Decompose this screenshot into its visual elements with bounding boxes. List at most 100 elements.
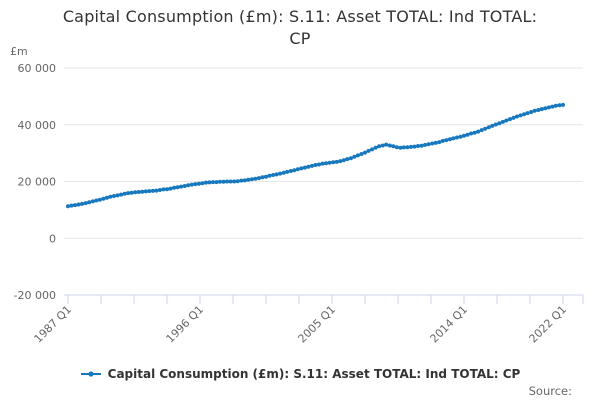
data-point-marker[interactable] xyxy=(370,147,375,152)
data-point-marker[interactable] xyxy=(143,189,148,194)
data-point-marker[interactable] xyxy=(355,153,360,158)
data-point-marker[interactable] xyxy=(83,201,88,206)
data-point-marker[interactable] xyxy=(458,134,463,139)
data-point-marker[interactable] xyxy=(553,103,558,108)
data-point-marker[interactable] xyxy=(292,168,297,173)
data-point-marker[interactable] xyxy=(228,179,233,184)
data-point-marker[interactable] xyxy=(440,138,445,143)
data-point-marker[interactable] xyxy=(73,203,78,208)
data-point-marker[interactable] xyxy=(462,133,466,138)
data-point-marker[interactable] xyxy=(278,171,283,176)
data-point-marker[interactable] xyxy=(196,181,201,186)
data-point-marker[interactable] xyxy=(532,108,537,113)
data-point-marker[interactable] xyxy=(561,102,565,107)
data-point-marker[interactable] xyxy=(394,145,399,150)
data-point-marker[interactable] xyxy=(175,185,180,190)
data-point-marker[interactable] xyxy=(437,140,442,145)
data-point-marker[interactable] xyxy=(472,130,477,135)
data-point-marker[interactable] xyxy=(419,143,424,148)
data-point-marker[interactable] xyxy=(119,192,123,197)
data-point-marker[interactable] xyxy=(401,145,406,150)
data-point-marker[interactable] xyxy=(313,163,318,167)
data-point-marker[interactable] xyxy=(493,122,498,127)
data-point-marker[interactable] xyxy=(154,188,159,193)
data-point-marker[interactable] xyxy=(405,145,410,150)
data-point-marker[interactable] xyxy=(186,183,191,188)
data-point-marker[interactable] xyxy=(416,144,420,148)
data-point-marker[interactable] xyxy=(331,160,336,165)
data-point-marker[interactable] xyxy=(490,123,495,128)
data-point-marker[interactable] xyxy=(447,137,452,142)
data-point-marker[interactable] xyxy=(122,191,127,196)
data-point-marker[interactable] xyxy=(476,129,481,134)
data-point-marker[interactable] xyxy=(94,198,99,203)
data-point-marker[interactable] xyxy=(69,203,74,208)
data-point-marker[interactable] xyxy=(483,126,488,131)
data-point-marker[interactable] xyxy=(515,114,519,119)
data-point-marker[interactable] xyxy=(412,144,417,149)
data-point-marker[interactable] xyxy=(299,166,304,171)
data-point-marker[interactable] xyxy=(497,121,502,126)
data-point-marker[interactable] xyxy=(108,194,113,199)
data-point-marker[interactable] xyxy=(200,181,205,186)
data-point-marker[interactable] xyxy=(246,177,251,182)
legend-item[interactable]: Capital Consumption (£m): S.11: Asset TO… xyxy=(0,367,600,381)
data-point-marker[interactable] xyxy=(218,179,222,184)
data-point-marker[interactable] xyxy=(444,138,449,143)
data-point-marker[interactable] xyxy=(165,187,169,192)
data-point-marker[interactable] xyxy=(465,132,470,137)
data-point-marker[interactable] xyxy=(469,131,474,136)
data-point-marker[interactable] xyxy=(345,157,350,162)
data-point-marker[interactable] xyxy=(317,162,321,167)
data-point-marker[interactable] xyxy=(182,184,187,188)
data-point-marker[interactable] xyxy=(409,144,413,149)
data-point-marker[interactable] xyxy=(522,112,527,117)
data-point-marker[interactable] xyxy=(366,148,371,153)
data-point-marker[interactable] xyxy=(161,187,166,192)
data-point-marker[interactable] xyxy=(140,189,145,194)
data-point-marker[interactable] xyxy=(479,128,484,133)
data-point-marker[interactable] xyxy=(264,174,268,179)
data-point-marker[interactable] xyxy=(112,194,116,198)
data-point-marker[interactable] xyxy=(525,111,530,116)
data-point-marker[interactable] xyxy=(504,118,509,123)
data-point-marker[interactable] xyxy=(320,161,325,166)
data-point-marker[interactable] xyxy=(327,160,332,165)
data-point-marker[interactable] xyxy=(543,106,548,111)
data-point-marker[interactable] xyxy=(115,193,120,198)
data-point-marker[interactable] xyxy=(324,161,329,166)
data-point-marker[interactable] xyxy=(536,108,541,112)
data-point-marker[interactable] xyxy=(90,199,95,204)
data-point-marker[interactable] xyxy=(557,103,562,108)
data-point-marker[interactable] xyxy=(267,173,272,178)
data-point-marker[interactable] xyxy=(426,142,431,147)
data-point-marker[interactable] xyxy=(76,202,81,207)
data-point-marker[interactable] xyxy=(529,110,534,114)
data-point-marker[interactable] xyxy=(546,105,551,110)
data-point-marker[interactable] xyxy=(398,145,403,150)
data-point-marker[interactable] xyxy=(363,150,367,155)
data-point-marker[interactable] xyxy=(352,154,357,159)
data-point-marker[interactable] xyxy=(550,104,555,109)
data-point-marker[interactable] xyxy=(147,189,152,194)
data-point-marker[interactable] xyxy=(511,115,516,120)
data-point-marker[interactable] xyxy=(239,178,244,183)
data-point-marker[interactable] xyxy=(66,204,70,209)
data-point-marker[interactable] xyxy=(341,158,346,163)
data-point-marker[interactable] xyxy=(384,142,389,147)
data-point-marker[interactable] xyxy=(193,182,198,187)
data-point-marker[interactable] xyxy=(359,152,364,156)
data-point-marker[interactable] xyxy=(157,188,162,192)
series-capital-consumption[interactable] xyxy=(66,102,565,209)
data-point-marker[interactable] xyxy=(97,197,102,202)
data-point-marker[interactable] xyxy=(281,170,286,175)
data-point-marker[interactable] xyxy=(486,125,491,130)
data-point-marker[interactable] xyxy=(423,142,428,147)
data-point-marker[interactable] xyxy=(500,119,505,124)
data-point-marker[interactable] xyxy=(433,140,438,145)
data-point-marker[interactable] xyxy=(136,190,141,194)
data-point-marker[interactable] xyxy=(168,186,173,191)
data-point-marker[interactable] xyxy=(373,145,378,150)
data-point-marker[interactable] xyxy=(129,190,134,195)
data-point-marker[interactable] xyxy=(539,107,544,112)
